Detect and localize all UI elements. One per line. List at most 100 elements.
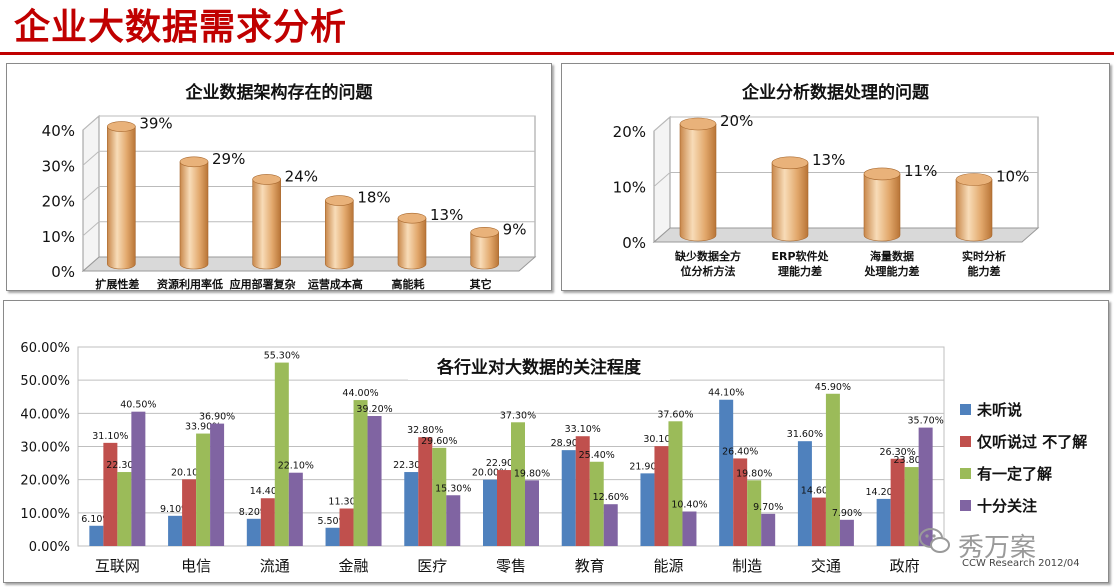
category-label: 能力差	[968, 264, 1001, 278]
data-label: 20%	[720, 112, 753, 130]
gridline	[653, 172, 1038, 187]
category-label: 制造	[732, 557, 762, 575]
y-tick-label: 50.00%	[20, 374, 70, 389]
data-label: 20.00%	[472, 468, 508, 479]
data-label: 29.60%	[421, 436, 457, 447]
bar-3	[682, 511, 697, 546]
bar	[470, 226, 499, 270]
legend-label: 仅听说过 不了解	[976, 433, 1087, 451]
data-label: 26.30%	[880, 447, 916, 458]
bar-3	[603, 504, 618, 546]
data-label: 20.10%	[171, 467, 207, 478]
bar-body	[679, 123, 717, 242]
data-label: 25.40%	[579, 450, 615, 461]
source-note: CCW Research 2012/04	[962, 558, 1080, 569]
y-tick-label: 0%	[622, 234, 646, 252]
bar	[955, 173, 993, 242]
bar-2	[825, 393, 840, 546]
category-label: 理能力差	[778, 264, 822, 278]
data-label: 14.60%	[801, 486, 837, 497]
y-tick-label: 10.00%	[20, 507, 70, 522]
bar-top	[179, 156, 209, 168]
data-label: 35.70%	[908, 416, 944, 427]
bar-2	[747, 480, 762, 546]
category-label: 能源	[653, 557, 683, 575]
legend-swatch	[960, 468, 971, 479]
bar-1	[654, 446, 669, 546]
bar-1	[890, 458, 905, 546]
bar-body	[107, 126, 136, 270]
category-label: 海量数据	[870, 249, 914, 263]
category-label: 流通	[260, 557, 290, 575]
data-label: 33.10%	[565, 424, 601, 435]
bar	[325, 195, 354, 270]
bar-3	[446, 495, 461, 546]
legend-label: 十分关注	[977, 497, 1037, 515]
y-tick-label: 0.00%	[29, 540, 70, 555]
data-label: 28.90%	[551, 438, 587, 449]
data-label: 55.30%	[264, 351, 300, 362]
bar-top	[470, 226, 499, 238]
watermark: 秀万案	[958, 533, 1037, 563]
bar-body	[955, 179, 993, 242]
bar-top	[107, 121, 136, 132]
bar-2	[589, 461, 604, 546]
category-label: 零售	[496, 557, 526, 575]
category-label: 缺少数据全方	[674, 249, 741, 263]
bar-2	[511, 422, 525, 546]
category-label: 互联网	[95, 557, 140, 575]
data-label: 7.90%	[832, 508, 862, 519]
data-label: 10%	[996, 168, 1029, 186]
data-label: 37.30%	[500, 410, 536, 421]
data-label: 36.90%	[199, 412, 235, 423]
bar-3	[367, 415, 382, 546]
bar-body	[397, 217, 427, 270]
bar-top	[325, 195, 354, 206]
category-label: 扩展性差	[95, 277, 139, 290]
bar-1	[497, 470, 511, 546]
legend-swatch	[960, 404, 971, 415]
data-label: 19.80%	[514, 468, 550, 479]
category-label: 医疗	[417, 557, 447, 575]
bar-body	[470, 231, 499, 270]
data-label: 6.10%	[81, 514, 111, 525]
y-tick-label: 20%	[613, 123, 646, 141]
industry-attention-chart: 0.00% 10.00% 20.00% 30.00% 40.00% 50.00% 60.00…	[20, 341, 1087, 575]
data-label: 12.60%	[593, 492, 629, 503]
bar	[107, 121, 136, 270]
data-label: 15.30%	[435, 483, 471, 494]
data-label: 39.20%	[356, 404, 392, 415]
bar-2	[904, 467, 919, 546]
category-label: 资源利用率低	[157, 277, 223, 290]
category-label: 处理能力差	[864, 264, 920, 278]
bar-2	[117, 472, 132, 546]
y-tick-label: 10%	[42, 228, 75, 246]
bar-3	[839, 519, 854, 546]
data-label: 40.50%	[120, 400, 156, 411]
data-label: 9.10%	[160, 504, 190, 515]
category-label: 实时分析	[962, 249, 1006, 263]
bar-3	[288, 472, 303, 546]
data-label: 22.10%	[278, 461, 314, 472]
category-label: 位分析方法	[681, 264, 736, 278]
data-label: 8.20%	[239, 507, 269, 518]
bar-top	[863, 167, 901, 181]
category-label: 电信	[181, 557, 211, 575]
bar	[679, 117, 717, 242]
data-label: 13%	[430, 206, 463, 224]
data-label: 14.20%	[866, 487, 902, 498]
y-tick-label: 40%	[42, 122, 75, 140]
bar-top	[679, 117, 717, 131]
bar-0	[719, 399, 734, 546]
data-label: 14.40%	[250, 486, 286, 497]
gridline	[653, 116, 1038, 132]
architecture-issues-panel: 企业数据架构存在的问题 0% 10% 20% 30% 40% 39% 扩展性差 29% 资源利用…	[6, 63, 552, 291]
category-label: 政府	[890, 557, 920, 575]
bar-3	[525, 480, 539, 546]
bar-0	[640, 473, 655, 546]
gridline	[82, 115, 535, 131]
data-label: 39%	[139, 115, 172, 133]
bar-0	[404, 472, 419, 546]
bar-0	[325, 527, 340, 546]
category-label: ERP软件处	[771, 249, 829, 263]
